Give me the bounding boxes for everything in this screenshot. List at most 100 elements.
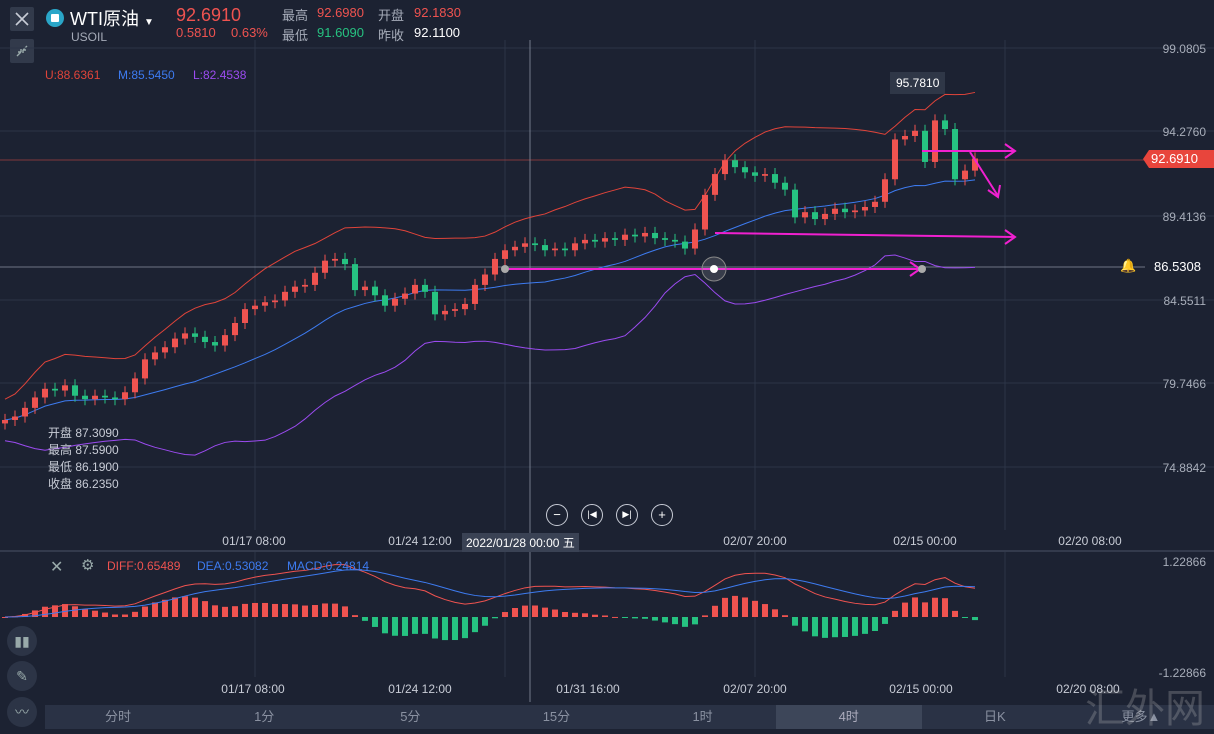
macd-bar xyxy=(172,597,178,617)
macd-bar xyxy=(252,602,258,617)
macd-bar xyxy=(272,603,278,617)
macd-bar xyxy=(92,610,98,617)
candle xyxy=(812,212,818,220)
macd-bar xyxy=(162,599,168,617)
tab-4h[interactable]: 4时 xyxy=(775,705,922,729)
candle xyxy=(152,352,158,360)
zoom-out-button[interactable]: − xyxy=(546,504,568,526)
candle xyxy=(282,291,288,301)
macd-bar xyxy=(142,606,148,617)
high-value: 92.6980 xyxy=(317,5,364,20)
candle xyxy=(162,347,168,353)
macd-diff: DIFF:0.65489 xyxy=(107,559,181,573)
macd-bar xyxy=(762,604,768,617)
tab-fenshi[interactable]: 分时 xyxy=(105,709,132,724)
candle xyxy=(592,239,598,242)
candle xyxy=(352,264,358,291)
boll-upper-line xyxy=(4,91,976,400)
ohlc-info: 开盘 87.3090 最高 87.5900 最低 86.1900 收盘 86.2… xyxy=(48,425,119,493)
candle xyxy=(172,338,178,348)
candle-type-icon[interactable]: ▮▮ xyxy=(7,626,37,656)
candle xyxy=(492,258,498,275)
tab-5m[interactable]: 5分 xyxy=(400,709,421,724)
macd-max: 1.22866 xyxy=(1162,555,1206,569)
symbol-name: WTI原油 xyxy=(70,9,139,29)
candle xyxy=(382,295,388,306)
crosshair-time-label: 2022/01/28 00:00 五 xyxy=(462,533,579,552)
macd-bar xyxy=(912,597,918,617)
zoom-in-button[interactable]: + xyxy=(651,504,673,526)
candle xyxy=(892,139,898,180)
tab-more[interactable]: 更多▲ xyxy=(1121,709,1161,724)
macd-bar xyxy=(482,617,488,626)
settings-icon[interactable]: ⚙ xyxy=(81,557,95,574)
candle xyxy=(712,174,718,195)
macd-bar xyxy=(402,617,408,636)
candle xyxy=(482,274,488,285)
time-tick: 01/31 16:00 xyxy=(556,682,620,696)
scroll-start-button[interactable]: |◀ xyxy=(581,504,603,526)
collapse-button[interactable] xyxy=(10,39,34,63)
macd-bar xyxy=(682,617,688,627)
candle xyxy=(92,395,98,400)
candle xyxy=(752,172,758,176)
open-label: 开盘 xyxy=(378,8,405,23)
candle xyxy=(332,258,338,261)
price-tick: 94.2760 xyxy=(1162,125,1206,139)
bell-icon[interactable]: 🔔 xyxy=(1120,258,1137,273)
macd-bar xyxy=(692,617,698,625)
macd-bar xyxy=(202,601,208,617)
scroll-end-button[interactable]: ▶| xyxy=(616,504,638,526)
time-tick: 02/20 08:00 xyxy=(1056,682,1120,696)
tab-1m[interactable]: 1分 xyxy=(254,709,275,724)
draw-pencil-icon[interactable]: ✎ xyxy=(7,661,37,691)
candle xyxy=(762,174,768,176)
candle xyxy=(72,385,78,396)
time-tick: 02/07 20:00 xyxy=(723,534,787,548)
indicator-icon[interactable]: 〰 xyxy=(7,697,37,727)
candle xyxy=(252,305,258,310)
macd-bar xyxy=(572,612,578,617)
macd-bar xyxy=(522,605,528,617)
macd-bar xyxy=(132,611,138,617)
tab-15m[interactable]: 15分 xyxy=(542,709,571,724)
candle xyxy=(952,129,958,180)
close-indicator-icon[interactable]: ✕ xyxy=(50,559,64,576)
price-tick: 74.8842 xyxy=(1162,461,1206,475)
candle xyxy=(32,397,38,408)
candle xyxy=(362,286,368,291)
macd-bar xyxy=(932,597,938,617)
time-tick: 02/15 00:00 xyxy=(893,534,957,548)
macd-bar xyxy=(632,617,638,619)
ohlc-open: 开盘 87.3090 xyxy=(48,426,119,440)
macd-bar xyxy=(832,617,838,638)
close-button[interactable] xyxy=(10,7,34,31)
macd-bar xyxy=(462,617,468,639)
symbol-selector[interactable]: WTI原油 ▼ xyxy=(70,5,154,31)
candle xyxy=(202,336,208,343)
tab-daily[interactable]: 日K xyxy=(983,709,1006,724)
candle xyxy=(42,388,48,398)
time-tick: 01/24 12:00 xyxy=(388,682,452,696)
candle xyxy=(932,120,938,162)
macd-chart[interactable] xyxy=(0,552,1214,702)
candle xyxy=(612,238,618,240)
candle xyxy=(432,291,438,315)
macd-bar xyxy=(332,603,338,617)
candle xyxy=(52,388,58,391)
candle xyxy=(522,243,528,247)
candle xyxy=(572,243,578,251)
macd-bar xyxy=(962,617,968,618)
macd-bar xyxy=(2,617,8,618)
timeframe-tabs: 分时 1分 5分 15分 1时 4时 日K 更多▲ xyxy=(45,705,1214,729)
candle xyxy=(102,395,108,398)
chevron-down-icon: ▼ xyxy=(144,17,154,28)
macd-bar xyxy=(562,611,568,617)
price-tick: 84.5511 xyxy=(1163,294,1207,308)
tab-1h[interactable]: 1时 xyxy=(692,709,713,724)
price-chart[interactable] xyxy=(0,0,1214,552)
candle xyxy=(112,397,118,400)
macd-bar xyxy=(922,602,928,617)
low-label: 最低 xyxy=(282,28,309,43)
macd-bar xyxy=(112,614,118,617)
